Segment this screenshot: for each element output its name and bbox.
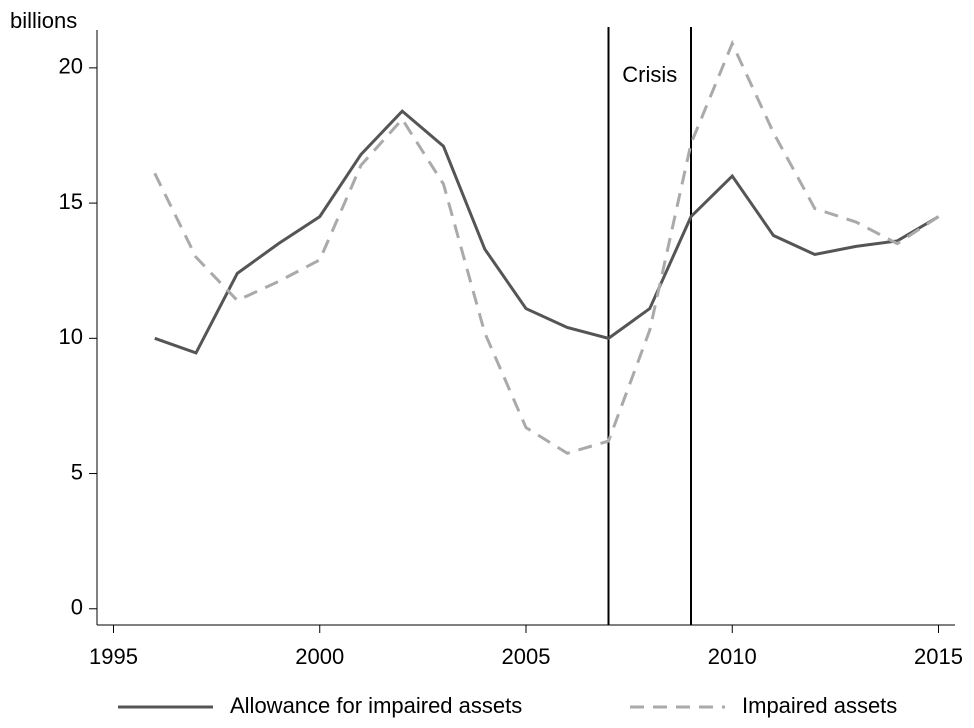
x-tick-label: 2010: [708, 644, 757, 669]
y-tick-label: 20: [59, 54, 83, 79]
y-axis-label: billions: [10, 8, 77, 33]
series-line: [153, 39, 940, 455]
x-tick-label: 2005: [502, 644, 551, 669]
series-line: [154, 109, 940, 355]
x-tick-label: 2015: [914, 644, 963, 669]
y-tick-label: 10: [59, 324, 83, 349]
x-tick-label: 2000: [295, 644, 344, 669]
y-tick-label: 15: [59, 189, 83, 214]
annotation: Crisis: [622, 62, 677, 87]
x-tick-label: 1995: [89, 644, 138, 669]
legend-label: Allowance for impaired assets: [230, 693, 522, 718]
y-tick-label: 0: [71, 595, 83, 620]
legend-label: Impaired assets: [742, 693, 897, 718]
y-tick-label: 5: [71, 459, 83, 484]
